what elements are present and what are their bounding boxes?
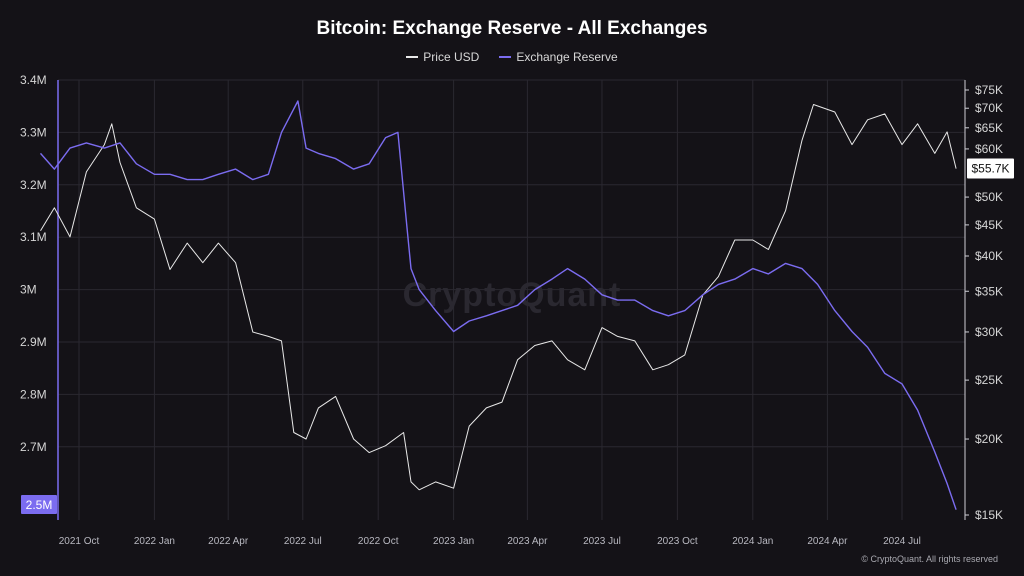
- series-layer: [39, 100, 957, 510]
- y-right-tick-label: $65K: [975, 121, 1003, 135]
- series-line-reserve: [39, 100, 957, 510]
- legend-swatch-reserve: [499, 56, 512, 58]
- x-axis: 2021 Oct 2022 Jan 2022 Apr 2022 Jul 2022 Oct…: [59, 536, 921, 547]
- x-tick-label: 2023 Apr: [507, 536, 548, 547]
- x-tick-label: 2024 Jan: [732, 536, 773, 547]
- y-right-tick-label: $15K: [975, 508, 1003, 522]
- y-right-tick-label: $35K: [975, 284, 1003, 298]
- price-current-badge: $55.7K: [967, 158, 1014, 179]
- legend-swatch-price: [406, 56, 419, 58]
- x-tick-label: 2023 Jan: [433, 536, 474, 547]
- y-left-tick-label: 3M: [20, 283, 37, 297]
- legend-item-reserve[interactable]: Exchange Reserve: [499, 50, 618, 64]
- y-right-tick-label: $50K: [975, 190, 1003, 204]
- legend-label-reserve: Exchange Reserve: [516, 50, 618, 64]
- y-left-tick-label: 3.2M: [20, 178, 47, 192]
- x-tick-label: 2024 Jul: [883, 536, 921, 547]
- y-right-tick-label: $25K: [975, 373, 1003, 387]
- reserve-current-badge: 2.5M: [21, 495, 57, 514]
- y-right-tick-label: $30K: [975, 325, 1003, 339]
- x-tick-label: 2024 Apr: [807, 536, 848, 547]
- y-right-tick-label: $40K: [975, 249, 1003, 263]
- copyright: © CryptoQuant. All rights reserved: [861, 554, 998, 564]
- value-badges: 2.5M $55.7K: [21, 158, 1014, 514]
- x-tick-label: 2022 Jul: [284, 536, 322, 547]
- chart-title: Bitcoin: Exchange Reserve - All Exchange…: [316, 18, 708, 39]
- x-tick-label: 2023 Jul: [583, 536, 621, 547]
- x-tick-label: 2022 Apr: [208, 536, 249, 547]
- y-right-tick-label: $20K: [975, 432, 1003, 446]
- y-left-tick-label: 3.1M: [20, 230, 47, 244]
- y-right-tick-label: $45K: [975, 218, 1003, 232]
- y-left-tick-label: 2.8M: [20, 387, 47, 401]
- x-tick-label: 2023 Oct: [657, 536, 698, 547]
- grid: [58, 79, 965, 520]
- y-right-tick-label: $70K: [975, 101, 1003, 115]
- x-tick-label: 2021 Oct: [59, 536, 100, 547]
- legend-item-price[interactable]: Price USD: [406, 50, 479, 64]
- y-left-tick-label: 3.4M: [20, 73, 47, 87]
- price-current-label: $55.7K: [971, 162, 1009, 176]
- y-left-tick-label: 3.3M: [20, 125, 47, 139]
- y-right-tick-label: $75K: [975, 83, 1003, 97]
- y-right-tick-label: $60K: [975, 142, 1003, 156]
- reserve-current-label: 2.5M: [26, 498, 53, 512]
- x-tick-label: 2022 Jan: [134, 536, 175, 547]
- y-left-axis: 3.4M 3.3M 3.2M 3.1M 3M 2.9M 2.8M 2.7M: [20, 73, 59, 520]
- series-line-price: [40, 104, 957, 491]
- legend-label-price: Price USD: [423, 50, 480, 64]
- y-left-tick-label: 2.7M: [20, 440, 47, 454]
- y-left-tick-label: 2.9M: [20, 335, 47, 349]
- x-tick-label: 2022 Oct: [358, 536, 399, 547]
- y-right-axis: $75K $70K $65K $60K $50K $45K $40K $35K $30K $25K…: [964, 80, 1003, 522]
- legend: Price USD Exchange Reserve: [0, 50, 1024, 64]
